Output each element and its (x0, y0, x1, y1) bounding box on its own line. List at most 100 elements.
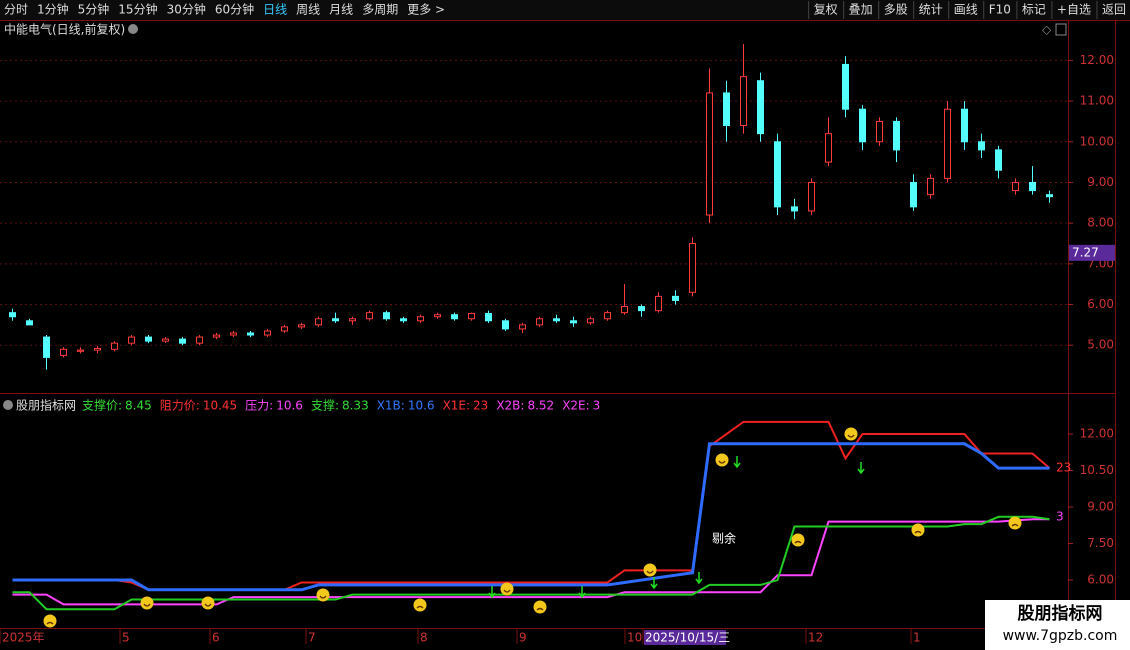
face-icon (416, 605, 424, 609)
candle-body (553, 318, 560, 322)
candle-body (77, 349, 84, 352)
y-tick-label: 6.00 (1087, 573, 1114, 587)
period-tab[interactable]: 60分钟 (215, 2, 254, 17)
face-icon (646, 570, 654, 574)
candle-body (9, 312, 16, 318)
candle-body (740, 76, 747, 126)
action-button[interactable]: 返回 (1102, 3, 1126, 17)
face-icon (204, 603, 212, 607)
face-icon (319, 595, 327, 599)
candle-body (570, 320, 577, 324)
candle-body (128, 336, 135, 344)
x-tick-label: 9 (519, 631, 527, 645)
candle-body (349, 318, 356, 322)
candle-body (910, 181, 917, 208)
candle-body (281, 326, 288, 332)
period-tab[interactable]: 月线 (329, 3, 353, 17)
y-tick-label: 7.50 (1087, 536, 1114, 550)
candle-body (264, 330, 271, 336)
candle-body (94, 347, 101, 351)
legend-label: X1E: (443, 399, 470, 413)
end-label: 3 (1056, 510, 1064, 524)
indicator-line (12, 518, 1050, 606)
y-tick-label: 12.00 (1080, 427, 1114, 441)
candle-body (655, 295, 662, 312)
arrow-icon (695, 572, 703, 585)
candle-body (825, 133, 832, 163)
arrow-icon (488, 586, 496, 599)
legend-value: 3 (593, 399, 601, 413)
period-tab[interactable]: 多周期 (362, 3, 398, 17)
legend-label: X2E: (562, 399, 589, 413)
period-tab[interactable]: 15分钟 (118, 2, 157, 17)
icon[interactable]: ◇ (1042, 23, 1052, 37)
face-icon (715, 453, 729, 467)
dropdown-icon[interactable] (128, 24, 138, 34)
annotation: 剔余 (712, 531, 736, 546)
candle-body (247, 332, 254, 336)
candle-body (842, 63, 849, 110)
face-icon (914, 530, 922, 534)
candle-body (859, 108, 866, 143)
indicator-title: 股朋指标网 (16, 398, 76, 413)
action-button[interactable]: 复权 (814, 3, 838, 17)
x-tick-label: 10 (627, 631, 642, 645)
watermark: 股朋指标网 www.7gpzb.com (985, 600, 1130, 650)
face-icon (143, 603, 151, 607)
action-button[interactable]: 叠加 (849, 3, 873, 17)
action-button[interactable]: 统计 (919, 3, 943, 17)
action-button[interactable]: 多股 (884, 3, 908, 17)
x-tick-label: 5 (122, 631, 130, 645)
candle-body (774, 141, 781, 208)
action-button[interactable]: +自选 (1057, 3, 1091, 17)
candle-body (366, 312, 373, 320)
candle-body (332, 318, 339, 322)
x-tick-label: 2025年 (2, 631, 45, 645)
arrow-icon (650, 577, 658, 590)
candle-body (978, 141, 985, 151)
x-tick-label: 2025/10/15/三 (645, 631, 730, 645)
candle-body (213, 334, 220, 338)
candle-body (944, 108, 951, 179)
candle-body (893, 120, 900, 151)
candle-body (417, 316, 424, 322)
period-tab[interactable]: 周线 (296, 3, 320, 17)
action-button[interactable]: 标记 (1022, 3, 1046, 17)
candle-body (196, 336, 203, 344)
candle-body (808, 181, 815, 212)
y-tick-label: 10.50 (1080, 463, 1114, 477)
icon[interactable] (1055, 23, 1067, 36)
arrow-icon (857, 462, 865, 475)
legend-value: 10.45 (203, 399, 237, 413)
legend-value: 8.52 (527, 399, 554, 413)
action-button[interactable]: F10 (989, 3, 1011, 17)
period-tab[interactable]: 1分钟 (37, 2, 69, 17)
x-tick-label: 1 (913, 631, 921, 645)
legend-value: 8.33 (342, 399, 369, 413)
legend-label: 支撑: (311, 398, 339, 413)
candle-body (638, 306, 645, 312)
legend-label: 支撑价: (82, 398, 122, 413)
face-icon (1008, 516, 1022, 530)
period-tab[interactable]: 分时 (4, 3, 28, 17)
candle-body (1012, 181, 1019, 192)
face-icon (791, 533, 805, 547)
indicator-line (12, 515, 1050, 611)
period-tab[interactable]: 日线 (263, 3, 287, 17)
action-button[interactable]: 画线 (954, 3, 978, 17)
period-tab[interactable]: 更多 > (407, 3, 445, 17)
face-icon (1011, 523, 1019, 527)
legend-label: X1B: (377, 399, 405, 413)
dropdown-icon[interactable] (3, 400, 13, 410)
candle-body (723, 92, 730, 126)
face-icon (413, 598, 427, 612)
period-tab[interactable]: 5分钟 (78, 2, 110, 17)
period-tab[interactable]: 30分钟 (167, 2, 206, 17)
candle-body (315, 318, 322, 326)
candle-body (672, 295, 679, 301)
face-icon (847, 434, 855, 438)
price-marker-label: 7.27 (1072, 245, 1099, 259)
x-tick-label: 7 (308, 631, 316, 645)
